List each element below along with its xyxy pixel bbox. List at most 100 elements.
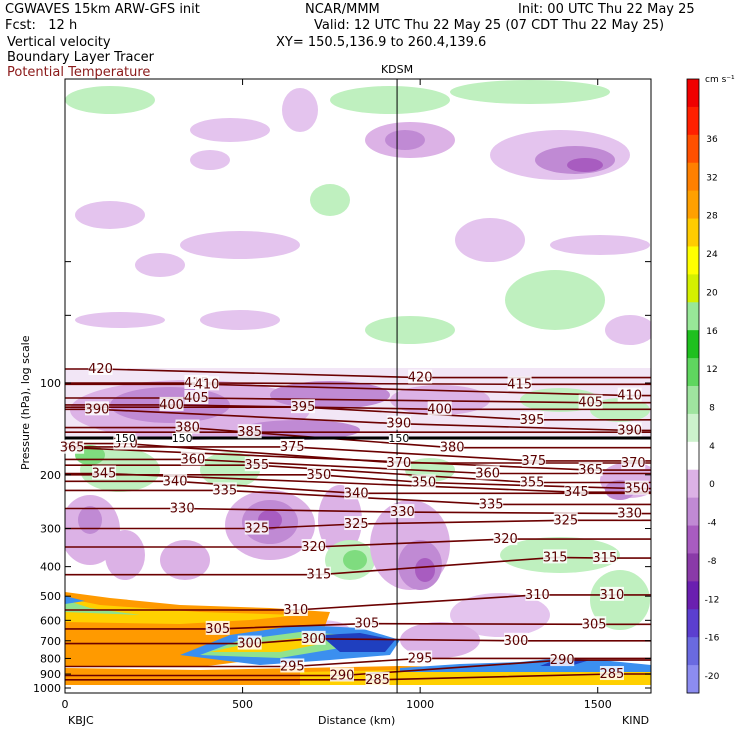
theta-label-bg: [306, 566, 331, 581]
field-vertical-velocity: Vertical velocity: [7, 35, 111, 50]
plot-frame: [64, 78, 652, 694]
colorbar-swatch: [687, 302, 699, 331]
theta-label-bg: [617, 387, 642, 402]
colorbar-swatch: [687, 106, 699, 136]
theta-label-bg: [290, 399, 315, 414]
theta-label-bg: [170, 500, 195, 515]
theta-label-bg: [390, 504, 415, 519]
theta-label: 315: [592, 551, 617, 566]
theta-label-bg: [195, 376, 220, 391]
theta-label-bg: [408, 650, 433, 665]
theta-label-bg: [493, 531, 518, 546]
theta-label: 300: [504, 634, 529, 649]
theta-label-bg: [244, 457, 269, 472]
theta-contour: [65, 472, 651, 493]
theta-label: 390: [386, 417, 411, 432]
y-tick-label: 300: [40, 523, 61, 536]
colorbar-swatch: [687, 469, 699, 499]
colorbar-level-label: -12: [705, 595, 720, 605]
theta-label: 290: [550, 653, 575, 668]
theta-label-bg: [330, 667, 355, 682]
theta-label-bg: [624, 480, 649, 495]
colorbar-swatch: [687, 190, 699, 220]
theta-label-bg: [301, 630, 326, 645]
theta-label: 285: [365, 673, 390, 688]
y-tick-label: 900: [40, 668, 61, 681]
theta-label: 375: [280, 440, 305, 455]
colorbar-level-label: 0: [709, 480, 715, 490]
theta-label-bg: [386, 415, 411, 430]
theta-label: 335: [479, 497, 504, 512]
theta-label: 370: [386, 456, 411, 471]
colorbar-swatch: [687, 637, 699, 666]
theta-label: 310: [600, 588, 625, 603]
theta-contour: [65, 458, 651, 475]
theta-label: 300: [301, 632, 326, 647]
left-station-label: KBJC: [68, 714, 94, 727]
theta-label: 290: [330, 669, 355, 684]
theta-label: 350: [624, 482, 649, 497]
theta-label-bg: [180, 451, 205, 466]
theta-label: 285: [600, 667, 625, 682]
theta-label: 355: [244, 458, 269, 473]
tracer-label-bg: [388, 433, 409, 443]
theta-label: 390: [85, 402, 110, 417]
theta-contour: [65, 397, 651, 404]
theta-label: 405: [578, 396, 603, 411]
theta-label: 300: [237, 637, 262, 652]
theta-label: 355: [520, 476, 545, 491]
theta-label-bg: [159, 396, 184, 411]
colorbar-level-label: 28: [706, 212, 718, 222]
x-tick-label: 1000: [406, 698, 434, 711]
y-tick-label: 800: [40, 652, 61, 665]
theta-label-bg: [521, 452, 546, 467]
theta-label: 310: [525, 588, 550, 603]
colorbar-swatch: [687, 79, 699, 108]
colorbar-level-label: -16: [705, 634, 720, 644]
colorbar-level-label: 24: [706, 250, 718, 260]
theta-label: 370: [621, 456, 646, 471]
colorbar-swatch: [687, 581, 699, 610]
colorbar-swatch: [687, 134, 699, 164]
xy-range: XY= 150.5,136.9 to 260.4,139.6: [276, 35, 487, 50]
theta-contour: [65, 673, 651, 681]
theta-label: 340: [344, 486, 369, 501]
theta-label-bg: [617, 505, 642, 520]
theta-contour: [65, 538, 651, 548]
vertical-velocity-shading: [65, 80, 651, 693]
y-axis-title: Pressure (hPa), log scale: [19, 335, 32, 470]
theta-label: 310: [283, 603, 308, 618]
theta-label: 325: [244, 522, 269, 537]
colorbar-level-label: -20: [705, 672, 720, 682]
theta-label-bg: [411, 474, 436, 489]
theta-label: 395: [291, 400, 316, 415]
theta-label: 345: [564, 485, 589, 500]
theta-label-bg: [212, 482, 237, 497]
theta-label-bg: [621, 455, 646, 470]
y-tick-label: 500: [40, 590, 61, 603]
colorbar-level-label: -4: [708, 519, 717, 529]
theta-label-bg: [175, 419, 200, 434]
theta-label: 315: [307, 568, 332, 583]
theta-label-bg: [543, 549, 568, 564]
theta-label: 320: [493, 532, 518, 547]
theta-label-bg: [507, 376, 532, 391]
colorbar-frame: [686, 78, 700, 694]
theta-label-bg: [306, 466, 331, 481]
theta-label-bg: [564, 484, 589, 499]
colorbar-swatch: [687, 162, 699, 192]
theta-label-bg: [280, 438, 305, 453]
init-time: Init: 00 UTC Thu 22 May 25: [518, 2, 695, 17]
theta-label: 295: [408, 651, 433, 666]
colorbar-level-label: -8: [708, 557, 717, 567]
station-marker-label: KDSM: [381, 63, 413, 76]
colorbar-level-label: 16: [706, 327, 718, 337]
org-label: NCAR/MMM: [305, 2, 380, 17]
theta-label-bg: [578, 394, 603, 409]
theta-label: 380: [175, 421, 200, 436]
theta-label-bg: [365, 671, 390, 686]
theta-label-bg: [525, 586, 550, 601]
theta-label-bg: [475, 465, 500, 480]
theta-label: 400: [427, 402, 452, 417]
theta-label: 330: [390, 505, 415, 520]
